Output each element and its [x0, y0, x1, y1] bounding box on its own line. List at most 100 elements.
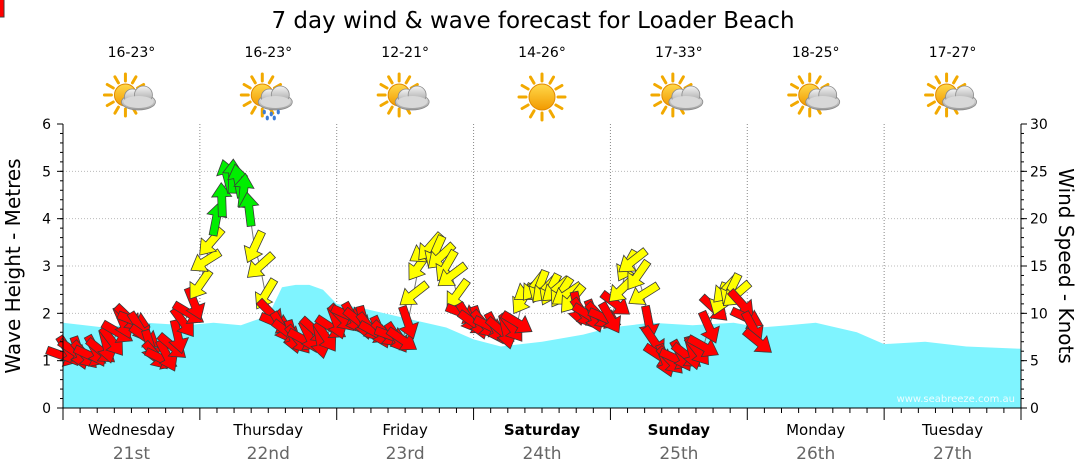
left-tick-label: 3 — [42, 259, 51, 275]
sun-ray — [653, 83, 663, 90]
weather-partly-cloudy-icon — [376, 72, 430, 118]
right-tick-label: 5 — [1030, 354, 1039, 370]
wave-area-layer — [63, 284, 1021, 408]
rain-drop — [265, 115, 269, 121]
sun-ray — [952, 75, 959, 85]
weather-partly-cloudy-icon — [102, 72, 156, 118]
cloud-fill — [807, 96, 838, 108]
sun-ray — [529, 75, 536, 85]
rain-drop — [272, 115, 276, 121]
wind-arrow — [597, 300, 622, 334]
sun-ray — [678, 75, 685, 85]
sun-ray — [130, 75, 138, 85]
sun-disc — [528, 83, 556, 111]
cloud-fill — [260, 96, 291, 108]
wind-arrow — [741, 327, 772, 353]
sun-ray — [105, 83, 115, 90]
sun-ray — [554, 103, 564, 110]
cloud-shape — [942, 85, 977, 111]
sun-ray — [242, 83, 252, 90]
sun-ray — [660, 105, 668, 115]
chart-title: 7 day wind & wave forecast for Loader Be… — [271, 8, 794, 34]
cloud-shape — [121, 85, 156, 111]
day-name-label: Tuesday — [921, 421, 983, 439]
day-name-label: Saturday — [504, 421, 581, 439]
wind-arrow — [628, 281, 661, 305]
wind-arrow — [627, 258, 652, 290]
day-name-label: Friday — [382, 421, 428, 439]
wind-arrow — [183, 286, 206, 321]
day-temperature: 17-27° — [929, 45, 977, 61]
sun-ray — [797, 105, 805, 115]
sun-ray — [797, 75, 805, 85]
wind-arrow — [618, 247, 649, 273]
sun-ray — [790, 100, 800, 107]
sun-ray — [934, 75, 942, 85]
day-temperature: 12-21° — [381, 45, 429, 61]
right-tick-label: 25 — [1030, 164, 1048, 180]
wind-arrow — [500, 310, 533, 334]
sun-ray — [404, 75, 412, 85]
rain-drop — [276, 109, 280, 115]
left-tick-label: 2 — [42, 306, 51, 322]
sun-ray — [548, 75, 555, 85]
wind-arrow — [190, 248, 223, 272]
day-temperature: 16-23° — [108, 45, 156, 61]
right-tick-label: 20 — [1030, 212, 1048, 228]
credit-text: www.seabreeze.com.au — [897, 394, 1015, 405]
wind-arrow — [0, 0, 5, 18]
sun-ray — [387, 105, 394, 115]
day-temperature: 17-33° — [655, 45, 703, 61]
day-name-label: Wednesday — [88, 421, 175, 439]
wind-arrow — [399, 280, 430, 306]
sun-ray — [660, 75, 668, 85]
day-date-label: 22nd — [247, 444, 290, 464]
sun-ray — [379, 100, 389, 107]
cloud-fill — [123, 96, 154, 108]
sun-ray — [250, 75, 257, 85]
day-date-label: 27th — [933, 444, 972, 464]
rain-drop — [269, 111, 273, 117]
right-axis-label: Wind Speed - Knots — [1054, 168, 1078, 364]
right-tick-label: 30 — [1030, 117, 1048, 133]
cloud-shape — [668, 85, 704, 111]
cloud-shape — [805, 85, 841, 111]
sun-ray — [520, 84, 530, 91]
sun-ray — [379, 83, 389, 90]
day-name-label: Monday — [786, 421, 845, 439]
rain-drop — [262, 109, 266, 115]
sun-ray — [815, 75, 822, 85]
sun-ray — [653, 100, 663, 107]
wind-arrow — [168, 319, 190, 355]
weather-showers-icon — [239, 72, 293, 121]
day-temperature: 18-25° — [792, 45, 840, 61]
day-date-label: 26th — [796, 444, 835, 464]
sun-ray — [790, 83, 800, 90]
cloud-fill — [670, 96, 701, 108]
weather-partly-cloudy-icon — [787, 72, 841, 118]
sun-ray — [267, 75, 275, 85]
sun-ray — [250, 105, 257, 115]
day-temperature: 14-26° — [518, 45, 566, 61]
right-tick-label: 0 — [1030, 401, 1039, 417]
sun-ray — [926, 100, 936, 107]
left-tick-label: 1 — [42, 354, 51, 370]
wind-arrow — [243, 229, 266, 264]
sun-ray — [387, 75, 394, 85]
cloud-fill — [397, 96, 428, 108]
right-tick-label: 15 — [1030, 259, 1048, 275]
day-temperature: 16-23° — [244, 45, 292, 61]
left-tick-label: 4 — [42, 212, 51, 228]
wind-arrow — [437, 261, 469, 287]
wind-arrow — [189, 268, 214, 300]
day-name-label: Thursday — [232, 421, 303, 439]
day-date-label: 24th — [522, 444, 561, 464]
left-tick-label: 5 — [42, 164, 51, 180]
wind-arrow-layer — [0, 0, 772, 378]
left-axis-label: Wave Height - Metres — [1, 158, 25, 373]
weather-sunny-icon — [517, 72, 567, 122]
wind-arrow — [246, 251, 276, 278]
day-labels: Wednesday 21st Thursday 22nd Friday 23rd Satur… — [88, 421, 983, 464]
